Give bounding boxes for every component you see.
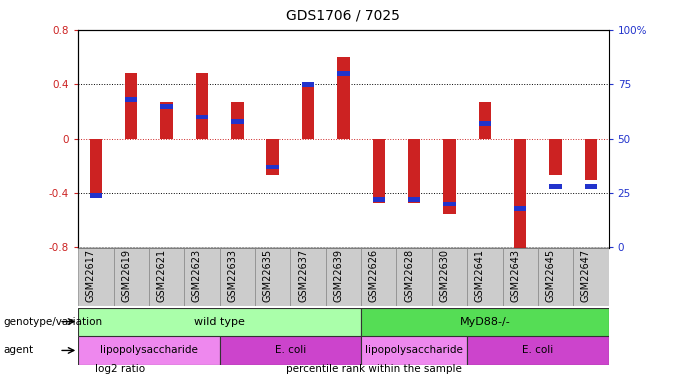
Bar	[184, 248, 220, 306]
Bar	[549, 139, 562, 176]
Bar	[90, 193, 102, 198]
Bar	[78, 248, 114, 306]
Bar	[337, 57, 350, 139]
Bar	[302, 87, 314, 139]
Bar	[114, 248, 149, 306]
Text: GSM22635: GSM22635	[262, 249, 273, 302]
Bar	[361, 336, 467, 364]
Bar	[337, 71, 350, 76]
Text: lipopolysaccharide: lipopolysaccharide	[100, 345, 198, 355]
Bar	[396, 248, 432, 306]
Text: GSM22617: GSM22617	[86, 249, 96, 302]
Bar	[220, 336, 361, 364]
Bar	[408, 197, 420, 202]
Bar	[267, 139, 279, 176]
Text: GSM22637: GSM22637	[298, 249, 308, 302]
Bar	[467, 248, 503, 306]
Bar	[231, 119, 243, 124]
Bar	[231, 102, 243, 139]
Text: GSM22647: GSM22647	[581, 249, 591, 302]
Text: percentile rank within the sample: percentile rank within the sample	[286, 364, 462, 374]
Bar	[361, 308, 609, 336]
Bar	[90, 139, 102, 196]
Bar	[514, 206, 526, 211]
Bar	[302, 82, 314, 87]
Bar	[585, 139, 597, 180]
Text: GSM22621: GSM22621	[156, 249, 167, 302]
Bar	[549, 184, 562, 189]
Bar	[196, 74, 208, 139]
Text: GSM22623: GSM22623	[192, 249, 202, 302]
Text: E. coli: E. coli	[275, 345, 306, 355]
Text: GSM22628: GSM22628	[404, 249, 414, 302]
Text: GSM22626: GSM22626	[369, 249, 379, 302]
Bar	[585, 184, 597, 189]
Bar	[432, 248, 467, 306]
Text: GSM22643: GSM22643	[510, 249, 520, 302]
Text: wild type: wild type	[194, 316, 245, 327]
Bar	[443, 139, 456, 213]
Bar	[467, 336, 609, 364]
Text: GSM22645: GSM22645	[545, 249, 556, 302]
Bar	[125, 97, 137, 102]
Bar	[160, 104, 173, 108]
Bar	[220, 248, 255, 306]
Text: genotype/variation: genotype/variation	[3, 316, 103, 327]
Bar	[479, 121, 491, 126]
Bar	[373, 197, 385, 202]
Bar	[255, 248, 290, 306]
Bar	[373, 139, 385, 202]
Bar	[361, 248, 396, 306]
Bar	[78, 308, 361, 336]
Bar	[408, 139, 420, 202]
Bar	[538, 248, 573, 306]
Bar	[290, 248, 326, 306]
Bar	[196, 115, 208, 119]
Text: GSM22619: GSM22619	[121, 249, 131, 302]
Text: agent: agent	[3, 345, 33, 355]
Text: GSM22641: GSM22641	[475, 249, 485, 302]
Bar	[326, 248, 361, 306]
Text: GSM22633: GSM22633	[227, 249, 237, 302]
Bar	[160, 102, 173, 139]
Bar	[573, 248, 609, 306]
Bar	[503, 248, 538, 306]
Bar	[443, 202, 456, 206]
Text: lipopolysaccharide: lipopolysaccharide	[365, 345, 463, 355]
Text: MyD88-/-: MyD88-/-	[460, 316, 510, 327]
Bar	[78, 336, 220, 364]
Bar	[479, 102, 491, 139]
Bar	[125, 74, 137, 139]
Text: GSM22639: GSM22639	[333, 249, 343, 302]
Bar	[149, 248, 184, 306]
Text: E. coli: E. coli	[522, 345, 554, 355]
Text: GDS1706 / 7025: GDS1706 / 7025	[286, 9, 401, 22]
Text: log2 ratio: log2 ratio	[95, 364, 146, 374]
Bar	[267, 165, 279, 170]
Bar	[514, 139, 526, 254]
Text: GSM22630: GSM22630	[439, 249, 449, 302]
